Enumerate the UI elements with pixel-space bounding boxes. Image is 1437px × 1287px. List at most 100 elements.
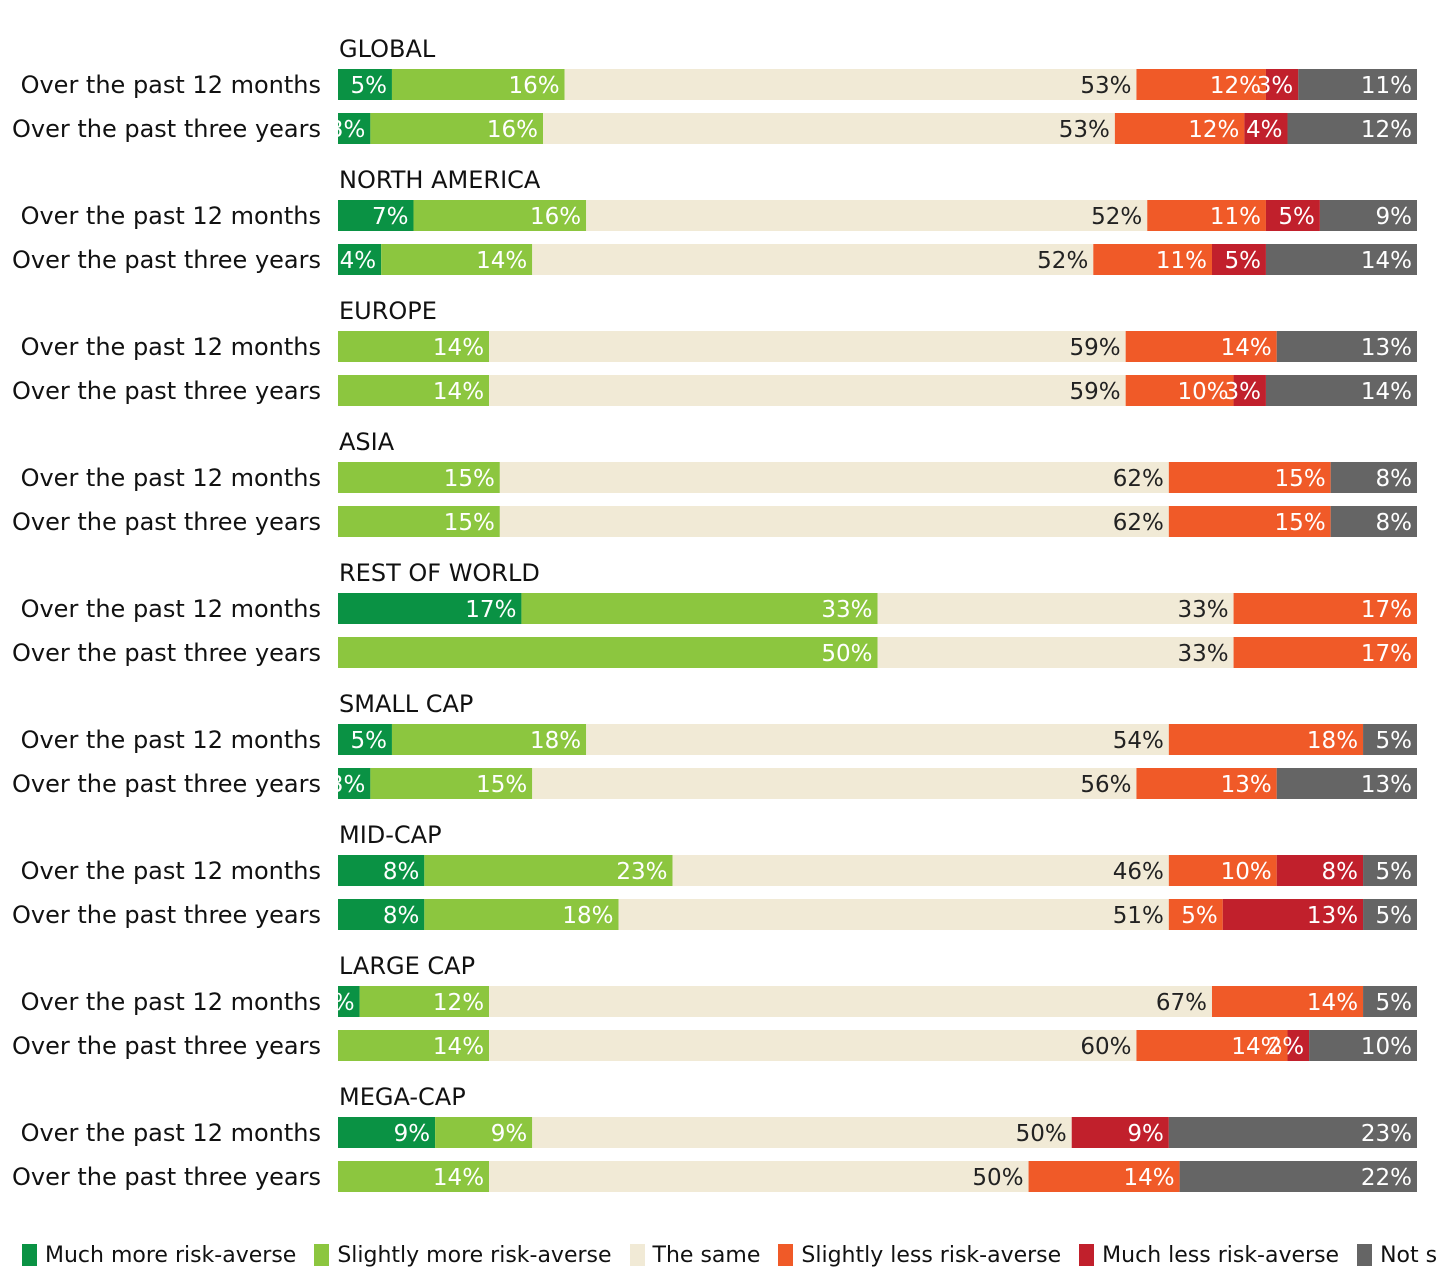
data-label: 23%	[1361, 1121, 1412, 1147]
group-title: NORTH AMERICA	[339, 166, 541, 194]
bar-segment-slightly-less	[1125, 331, 1277, 362]
bar-segment-much-more	[338, 69, 392, 100]
data-label: 56%	[1080, 772, 1131, 798]
group-title: MEGA-CAP	[339, 1083, 466, 1111]
legend-label: Much more risk-averse	[45, 1242, 297, 1268]
bar-segment-same	[489, 375, 1126, 406]
data-label: 5%	[1181, 903, 1218, 929]
bar-segment-not-sure	[1330, 462, 1417, 493]
bar-segment-slightly-less	[1233, 593, 1417, 624]
stacked-bar-chart: GLOBAL Over the past 12 months 5% 16% 53% 12%…	[12, 35, 1417, 1192]
bar-segment-slightly-less	[1125, 375, 1234, 406]
bar-segment-same	[877, 593, 1234, 624]
bar-segment-slightly-more	[338, 1161, 490, 1192]
row-label: Over the past 12 months	[21, 333, 321, 361]
row-label: Over the past three years	[12, 901, 321, 929]
bar-segment-same	[499, 462, 1169, 493]
data-label: 52%	[1037, 248, 1088, 274]
row-label: Over the past 12 months	[21, 464, 321, 492]
data-label: 17%	[465, 597, 516, 623]
data-label: 9%	[1127, 1121, 1164, 1147]
bar-segment-slightly-less	[1168, 462, 1331, 493]
group-title: SMALL CAP	[339, 690, 473, 718]
bar-segment-slightly-less	[1093, 244, 1212, 275]
group-title: GLOBAL	[339, 35, 436, 63]
data-label: 33%	[1177, 641, 1228, 667]
data-label: 11%	[1210, 204, 1261, 230]
legend-item-slightly-more: Slightly more risk-averse	[314, 1243, 612, 1268]
bar-segment-much-less	[1244, 113, 1288, 144]
data-label: 10%	[1361, 1034, 1412, 1060]
group-title: ASIA	[339, 428, 395, 456]
data-label: 14%	[1231, 1034, 1282, 1060]
group-title: EUROPE	[339, 297, 437, 325]
bar-segment-same	[564, 69, 1137, 100]
data-label: 11%	[1156, 248, 1207, 274]
data-label: 5%	[1376, 859, 1413, 885]
data-label: 15%	[444, 466, 495, 492]
data-label: 14%	[1361, 248, 1412, 274]
bar-segment-slightly-more	[391, 724, 587, 755]
bar-segment-same	[618, 899, 1169, 930]
data-label: 18%	[1307, 728, 1358, 754]
bar-segment-not-sure	[1265, 244, 1417, 275]
data-label: 8%	[1322, 859, 1359, 885]
group-title: MID-CAP	[339, 821, 442, 849]
legend-item-same: The same	[629, 1243, 760, 1268]
data-label: 16%	[530, 204, 581, 230]
row-label: Over the past three years	[12, 115, 321, 143]
data-label: 14%	[1361, 379, 1412, 405]
bar-segment-slightly-more	[521, 593, 878, 624]
bar-segment-slightly-more	[435, 1117, 533, 1148]
data-label: 33%	[821, 597, 872, 623]
bar-segment-not-sure	[1330, 506, 1417, 537]
row-label: Over the past 12 months	[21, 988, 321, 1016]
data-label: 12%	[1210, 73, 1261, 99]
bar-segment-much-less	[1071, 1117, 1169, 1148]
bar-segment-not-sure	[1363, 986, 1417, 1017]
data-label: 15%	[1275, 466, 1326, 492]
bar-segment-slightly-less	[1028, 1161, 1180, 1192]
bar-segment-same	[489, 1030, 1137, 1061]
data-label: 33%	[1177, 597, 1228, 623]
legend-swatch	[1357, 1244, 1373, 1266]
data-label: 3%	[329, 772, 366, 798]
data-label: 62%	[1113, 466, 1164, 492]
data-label: 5%	[1376, 728, 1413, 754]
data-label: 15%	[476, 772, 527, 798]
data-label: 12%	[433, 990, 484, 1016]
bar-segment-slightly-less	[1211, 986, 1364, 1017]
bar-segment-same	[877, 637, 1234, 668]
data-label: 14%	[1221, 335, 1272, 361]
data-label: 17%	[1361, 597, 1412, 623]
row-label: Over the past 12 months	[21, 595, 321, 623]
legend-item-much-more: Much more risk-averse	[22, 1243, 296, 1268]
legend-swatch	[1079, 1244, 1095, 1266]
bar-segment-much-more	[338, 899, 425, 930]
bar-segment-slightly-less	[1233, 637, 1417, 668]
bar-segment-slightly-more	[338, 375, 490, 406]
row-label: Over the past 12 months	[21, 202, 321, 230]
bar-segment-same	[672, 855, 1169, 886]
bar-segment-much-less	[1265, 200, 1320, 231]
data-label: 15%	[1275, 510, 1326, 536]
bar-segment-same	[543, 113, 1115, 144]
data-label: 4%	[340, 248, 377, 274]
bar-segment-not-sure	[1265, 375, 1417, 406]
data-label: 23%	[616, 859, 667, 885]
bar-segment-same	[489, 986, 1212, 1017]
bar-segment-much-less	[1287, 1030, 1310, 1061]
data-label: 2%	[318, 990, 355, 1016]
bar-segment-much-less	[1233, 375, 1266, 406]
bar-segment-same	[532, 768, 1137, 799]
data-label: 14%	[433, 1165, 484, 1191]
data-label: 50%	[1016, 1121, 1067, 1147]
bar-segment-not-sure	[1276, 331, 1417, 362]
bar-segment-much-more	[338, 1117, 436, 1148]
data-label: 8%	[383, 859, 420, 885]
bar-segment-not-sure	[1287, 113, 1417, 144]
bar-segment-much-less	[1222, 899, 1364, 930]
data-label: 9%	[491, 1121, 528, 1147]
data-label: 7%	[372, 204, 409, 230]
group-title: REST OF WORLD	[339, 559, 540, 587]
